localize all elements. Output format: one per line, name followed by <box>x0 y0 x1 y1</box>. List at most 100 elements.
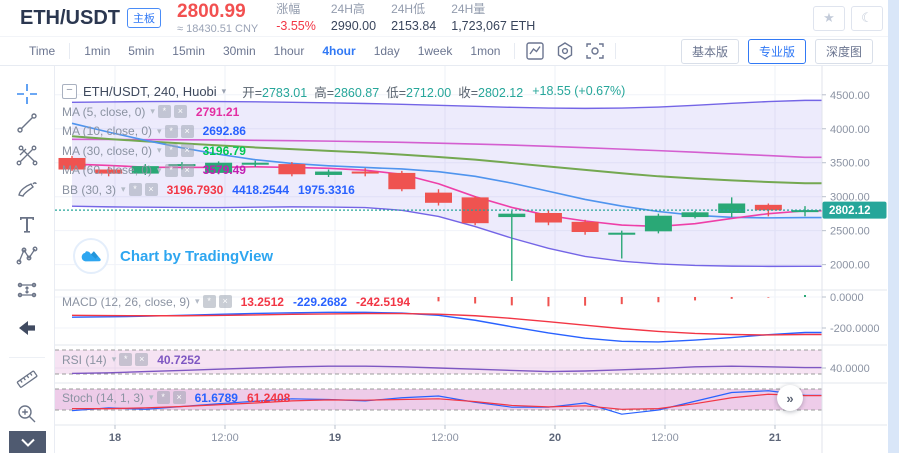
undo-back-icon[interactable] <box>15 316 39 345</box>
view-button[interactable]: 专业版 <box>747 38 806 64</box>
close-icon[interactable]: × <box>144 183 158 197</box>
chevron-down-icon[interactable]: ▾ <box>149 392 154 403</box>
more-indicators-button[interactable]: » <box>777 385 803 411</box>
night-mode-button[interactable]: ☾ <box>851 5 883 31</box>
close-icon[interactable]: × <box>180 163 194 177</box>
ruler-icon[interactable] <box>14 366 40 397</box>
current-price-badge-label: 2802.12 <box>829 205 871 217</box>
macd-line <box>71 311 822 343</box>
gear-icon[interactable]: * <box>119 353 133 367</box>
chevron-down-icon[interactable]: ▾ <box>221 85 227 96</box>
indicator-values: 2791.21 <box>196 105 248 119</box>
indicator-value: 2692.86 <box>202 124 246 139</box>
collapse-toolbar-button[interactable] <box>9 431 46 453</box>
candle-body <box>534 212 562 223</box>
stat-label: 涨幅 <box>276 2 301 17</box>
moon-icon: ☾ <box>861 10 873 25</box>
close-icon[interactable]: × <box>173 105 187 119</box>
candle-body <box>205 162 233 173</box>
chevron-down-icon[interactable]: ▾ <box>157 164 162 175</box>
price-axis-label: 3500.00 <box>830 158 870 170</box>
interval-tab-1hour[interactable]: 1hour <box>273 44 305 58</box>
interval-tab-4hour[interactable]: 4hour <box>322 44 356 58</box>
crosshair-icon[interactable] <box>15 82 39 111</box>
indicator-value: -229.2682 <box>292 294 348 309</box>
interval-tab-5min[interactable]: 5min <box>128 44 155 58</box>
pitchfork-icon[interactable] <box>15 144 39 173</box>
toolbar-divider <box>9 357 45 358</box>
price-block: 2800.99 ≈ 18430.51 CNY <box>177 1 258 35</box>
brush-icon[interactable] <box>15 178 39 207</box>
indicator-value: 61.6789 <box>194 390 238 405</box>
chart-style-icon[interactable] <box>525 41 545 61</box>
time-axis-label: 18 <box>109 432 121 444</box>
chevron-down-icon[interactable]: ▾ <box>111 354 117 365</box>
favorite-button[interactable]: ★ <box>813 5 845 31</box>
chart-svg[interactable]: 4500.00 4000.00 3500.00 3000.00 2500.00 2000.… <box>55 66 887 453</box>
chevron-down-icon[interactable]: ▾ <box>157 125 162 136</box>
market-stat: 24H低 2153.84 <box>391 2 436 34</box>
toolbar-divider <box>514 43 516 59</box>
indicator-settings-icon[interactable] <box>555 41 575 61</box>
snapshot-icon[interactable] <box>585 41 605 61</box>
indicator-name: MA (5, close, 0) <box>62 104 146 119</box>
chevron-down-icon[interactable]: ▾ <box>121 184 126 195</box>
indicator-row-ma5: MA (5, close, 0) ▾ * × 2791.21 <box>62 102 625 122</box>
interval-tab-1day[interactable]: 1day <box>373 44 400 58</box>
last-price: 2800.99 <box>177 0 246 22</box>
zoom-in-icon[interactable] <box>15 402 39 431</box>
gear-icon[interactable]: * <box>156 391 170 405</box>
stat-label: 24H低 <box>391 2 426 17</box>
price-axis-label: 4000.00 <box>830 124 870 136</box>
interval-tab-30min[interactable]: 30min <box>222 44 256 58</box>
time-axis-label: 12:00 <box>431 432 459 444</box>
view-button[interactable]: 深度图 <box>814 38 873 64</box>
indicator-values: 3196.7930 4418.2544 1975.3316 <box>167 183 364 197</box>
indicator-name: MA (10, close, 0) <box>62 124 153 139</box>
text-tool-icon[interactable] <box>15 212 39 241</box>
indicator-row-rsi: RSI (14) ▾ * × 40.7252 <box>62 350 210 370</box>
indicator-name: MA (60, close, 0) <box>62 163 153 178</box>
page-scrollbar[interactable] <box>888 0 899 453</box>
view-button[interactable]: 基本版 <box>680 38 739 64</box>
indicator-row-ma30: MA (30, close, 0) ▾ * × 3196.79 <box>62 141 625 161</box>
indicator-name: RSI (14) <box>62 352 107 367</box>
gear-icon[interactable]: * <box>164 124 178 138</box>
time-axis-label: 12:00 <box>651 432 679 444</box>
close-icon[interactable]: × <box>180 124 194 138</box>
parallel-channel-icon[interactable] <box>15 278 39 307</box>
close-icon[interactable]: × <box>135 353 149 367</box>
gear-icon[interactable]: * <box>164 163 178 177</box>
chevron-down-icon[interactable]: ▾ <box>157 145 162 156</box>
ohlc-value: 2712.00 <box>406 85 452 100</box>
ma5-line <box>71 163 822 228</box>
chevron-down-icon[interactable]: ▾ <box>195 296 200 307</box>
candle-body <box>498 213 526 218</box>
gear-icon[interactable]: * <box>128 183 142 197</box>
gear-icon[interactable]: * <box>202 295 216 309</box>
gear-icon[interactable]: * <box>157 105 171 119</box>
trend-line-icon[interactable] <box>15 111 39 140</box>
close-icon[interactable]: × <box>218 295 232 309</box>
collapse-legend-button[interactable]: − <box>62 83 77 99</box>
interval-tab-time[interactable]: Time <box>29 44 56 58</box>
tradingview-watermark[interactable]: Chart by TradingView <box>73 238 273 274</box>
close-icon[interactable]: × <box>180 144 194 158</box>
pattern-tool-icon[interactable] <box>15 244 39 273</box>
chevron-down-icon[interactable]: ▾ <box>150 106 155 117</box>
interval-tab-1min[interactable]: 1min <box>84 44 111 58</box>
interval-tab-1mon[interactable]: 1mon <box>470 44 501 58</box>
chevron-down-icon <box>20 438 35 447</box>
interval-tabs: Time 1min 5min 15min 30min 1hour 4hour 1day 1wee… <box>20 41 509 61</box>
time-axis-label: 21 <box>769 432 781 444</box>
indicator-values: 2692.86 <box>203 124 255 138</box>
interval-tab-15min[interactable]: 15min <box>172 44 205 58</box>
chart-area: 4500.00 4000.00 3500.00 3000.00 2500.00 2000.… <box>55 66 887 453</box>
interval-tab-1week[interactable]: 1week <box>417 44 453 58</box>
candle-body <box>131 166 159 174</box>
gear-icon[interactable]: * <box>164 144 178 158</box>
header-actions: ★ ☾ <box>813 5 883 31</box>
indicator-values: 3196.79 <box>203 144 255 158</box>
candle-body <box>351 171 379 174</box>
close-icon[interactable]: × <box>172 391 186 405</box>
